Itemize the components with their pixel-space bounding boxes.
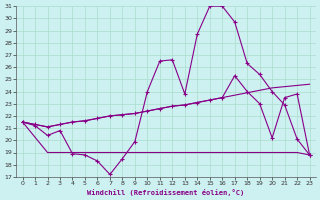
X-axis label: Windchill (Refroidissement éolien,°C): Windchill (Refroidissement éolien,°C) [87, 189, 245, 196]
